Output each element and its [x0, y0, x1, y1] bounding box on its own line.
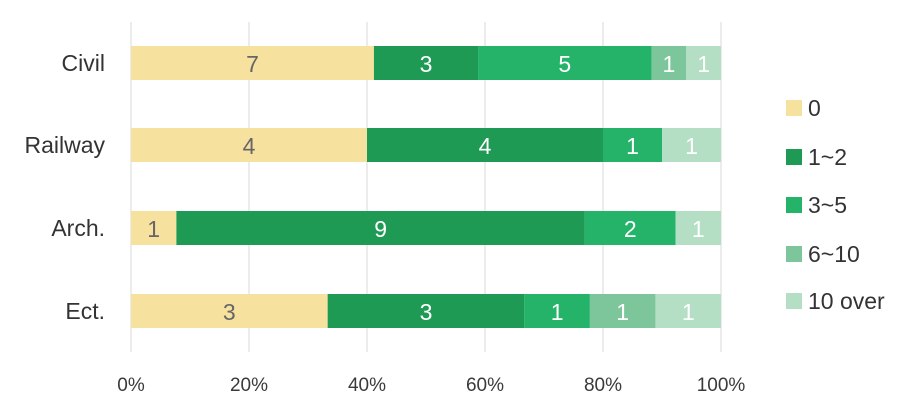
- category-label: Ect.: [65, 298, 105, 324]
- bar-segment: [176, 211, 585, 245]
- bar-segment: [589, 294, 656, 328]
- bar-segment: [584, 211, 676, 245]
- category-label: Civil: [62, 50, 105, 76]
- data-label: 3: [420, 299, 433, 325]
- bar-segment: [131, 294, 328, 328]
- data-label: 1: [147, 216, 160, 242]
- legend: 0 1~2 3~5 6~10 10 over: [786, 95, 885, 314]
- data-label: 1: [682, 299, 695, 325]
- data-label: 4: [479, 133, 492, 159]
- bar-segment: [131, 46, 374, 80]
- data-label: 1: [551, 299, 564, 325]
- legend-swatch: [786, 149, 802, 165]
- legend-label: 0: [808, 95, 821, 121]
- data-label: 1: [697, 51, 710, 77]
- legend-label: 6~10: [808, 241, 860, 267]
- x-tick-label: 40%: [348, 375, 386, 396]
- bar-segment: [131, 211, 177, 245]
- data-label: 7: [246, 51, 259, 77]
- bar-segment: [524, 294, 590, 328]
- legend-swatch: [786, 246, 802, 262]
- legend-swatch: [786, 197, 802, 213]
- data-label: 5: [558, 51, 571, 77]
- legend-label: 1~2: [808, 144, 847, 170]
- x-axis-tick-labels: 0% 20% 40% 60% 80% 100%: [117, 375, 745, 396]
- bars: 7 3 5 1 14 4 1 11 9 2 13 3 1 1 1: [131, 46, 721, 328]
- bar-segment: [478, 46, 652, 80]
- bar-segment: [662, 128, 721, 162]
- data-label: 2: [624, 216, 637, 242]
- x-tick-label: 60%: [466, 375, 504, 396]
- data-label: 1: [616, 299, 629, 325]
- data-label: 4: [243, 133, 256, 159]
- data-label: 1: [685, 133, 698, 159]
- data-label: 1: [663, 51, 676, 77]
- x-tick-label: 80%: [584, 375, 622, 396]
- bar-segment: [651, 46, 687, 80]
- data-label: 3: [420, 51, 433, 77]
- legend-swatch: [786, 293, 802, 309]
- x-tick-label: 20%: [230, 375, 268, 396]
- data-label: 1: [626, 133, 639, 159]
- bar-segment: [367, 128, 603, 162]
- category-label: Railway: [24, 132, 105, 158]
- legend-swatch: [786, 100, 802, 116]
- bar-segment: [655, 294, 721, 328]
- bar-segment: [327, 294, 525, 328]
- bar-segment: [675, 211, 721, 245]
- x-tick-label: 100%: [697, 375, 746, 396]
- bar-segment: [373, 46, 479, 80]
- bar-segment: [603, 128, 662, 162]
- x-tick-label: 0%: [117, 375, 145, 396]
- legend-label: 10 over: [808, 288, 885, 314]
- bar-segment: [131, 128, 367, 162]
- bar-segment: [686, 46, 721, 80]
- data-label: 3: [223, 299, 236, 325]
- category-label: Arch.: [51, 215, 105, 241]
- legend-label: 3~5: [808, 192, 847, 218]
- category-labels: Civil Railway Arch. Ect.: [24, 50, 105, 324]
- data-label: 1: [692, 216, 705, 242]
- data-label: 9: [374, 216, 387, 242]
